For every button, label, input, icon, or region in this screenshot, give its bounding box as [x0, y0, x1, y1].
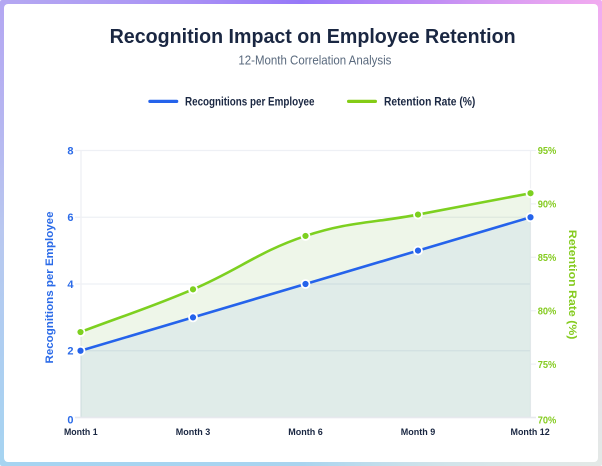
svg-text:90%: 90%	[538, 199, 557, 211]
svg-text:12-Month Correlation Analysis: 12-Month Correlation Analysis	[238, 54, 391, 68]
svg-text:4: 4	[67, 279, 74, 291]
svg-text:8: 8	[67, 145, 73, 157]
svg-text:Retention Rate (%): Retention Rate (%)	[384, 95, 475, 109]
svg-text:Month 1: Month 1	[64, 427, 98, 438]
svg-text:0: 0	[67, 415, 73, 427]
svg-text:6: 6	[67, 212, 73, 224]
svg-text:Month 6: Month 6	[288, 427, 323, 438]
svg-text:Month 3: Month 3	[176, 427, 211, 438]
svg-text:Month 9: Month 9	[401, 427, 436, 438]
svg-text:Retention Rate (%): Retention Rate (%)	[566, 230, 578, 340]
svg-text:Month 12: Month 12	[511, 427, 550, 438]
svg-text:85%: 85%	[538, 252, 557, 264]
svg-text:75%: 75%	[538, 359, 557, 371]
svg-text:2: 2	[67, 346, 73, 358]
svg-text:Recognition Impact on Employee: Recognition Impact on Employee Retention	[110, 25, 516, 48]
svg-text:Recognitions per Employee: Recognitions per Employee	[44, 212, 56, 364]
svg-text:Recognitions per Employee: Recognitions per Employee	[185, 95, 315, 109]
svg-text:80%: 80%	[538, 305, 557, 317]
svg-text:70%: 70%	[538, 414, 557, 426]
svg-text:95%: 95%	[538, 145, 557, 157]
